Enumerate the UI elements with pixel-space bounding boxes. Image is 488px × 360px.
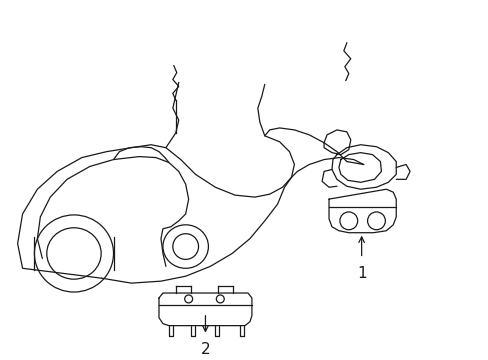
Text: 1: 1: [356, 266, 366, 281]
Text: 2: 2: [200, 342, 210, 357]
